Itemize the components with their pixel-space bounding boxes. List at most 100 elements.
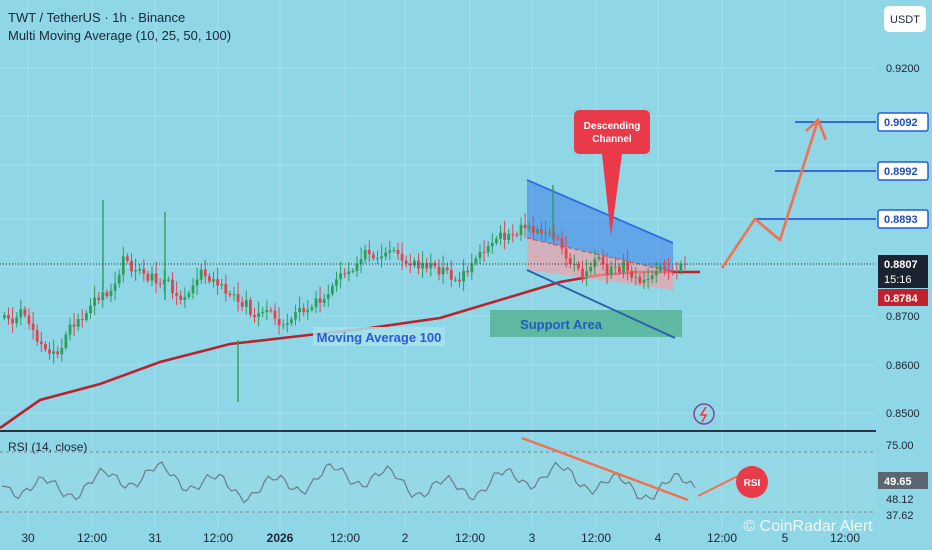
candle-body	[531, 226, 535, 234]
candle-body	[536, 229, 539, 234]
candle-body	[39, 341, 43, 345]
channel-upper-fill	[527, 180, 673, 272]
candle-body	[527, 226, 531, 229]
candle-body	[343, 273, 347, 275]
indicator-title: Multi Moving Average (10, 25, 50, 100)	[8, 28, 231, 43]
rsi-tick-mid: 48.12	[886, 494, 914, 506]
candle-body	[675, 271, 679, 273]
candle-body	[613, 266, 617, 268]
y-tick-label: 0.8600	[886, 360, 920, 372]
candle-body	[89, 305, 92, 314]
candle-body	[3, 315, 6, 318]
candle-body	[326, 294, 330, 300]
candle-body	[589, 267, 593, 272]
candle-body	[117, 274, 121, 284]
candle-body	[52, 351, 55, 354]
candle-body	[290, 319, 293, 324]
candle-body	[285, 323, 289, 325]
candle-body	[683, 263, 687, 265]
candle-body	[97, 297, 101, 300]
candle-body	[72, 324, 76, 327]
rsi-title: RSI (14, close)	[8, 440, 87, 454]
support-area-box	[490, 310, 682, 337]
candle-body	[372, 254, 375, 259]
candle-body	[203, 269, 207, 277]
candle-body	[408, 263, 412, 266]
candle-body	[306, 309, 310, 313]
candle-body	[261, 312, 265, 314]
price-tag-target-3-bg	[877, 112, 929, 132]
candle-body	[314, 298, 318, 308]
candle-body	[605, 264, 609, 275]
candle-body	[609, 266, 613, 275]
target-lines	[755, 121, 876, 220]
x-tick-label: 4	[655, 531, 662, 545]
candle-body	[650, 275, 654, 280]
candle-body	[15, 317, 19, 324]
candle-body	[236, 294, 240, 302]
candle-body	[183, 297, 187, 300]
candle-body	[121, 256, 125, 275]
candle-body	[93, 297, 96, 306]
candle-body	[667, 269, 670, 271]
candle-body	[138, 268, 142, 271]
candle-body	[322, 299, 326, 303]
candle-body	[454, 279, 457, 281]
candle-body	[499, 232, 502, 239]
candle-body	[195, 279, 199, 286]
x-tick-label: 12:00	[77, 531, 107, 545]
candle-body	[515, 234, 519, 236]
candle-body	[359, 259, 363, 264]
candle-body	[478, 251, 482, 259]
x-tick-label: 12:00	[707, 531, 737, 545]
alert-icon	[693, 403, 715, 425]
candle-body	[281, 324, 285, 326]
price-tag-target-2: 0.8992	[884, 166, 918, 178]
candle-body	[318, 298, 322, 303]
candle-body	[216, 279, 219, 286]
candle-body	[445, 267, 449, 270]
candle-body	[228, 293, 232, 296]
candle-body	[298, 308, 301, 313]
x-tick-label: 31	[148, 531, 162, 545]
candle-body	[175, 293, 178, 296]
candle-body	[351, 270, 355, 272]
candle-body	[105, 292, 109, 297]
candle-body	[392, 250, 396, 252]
x-tick-label: 5	[782, 531, 789, 545]
candle-body	[208, 276, 211, 282]
candle-body	[158, 283, 162, 285]
price-tag-ma-bg	[878, 289, 928, 306]
rsi-bubble	[736, 466, 768, 498]
candle-body	[109, 290, 113, 297]
candle-body	[671, 270, 675, 272]
rsi-pointer	[697, 475, 739, 497]
candle-body	[19, 309, 23, 318]
candle-body	[269, 310, 273, 312]
candle-body	[618, 266, 621, 273]
x-tick-label: 2	[402, 531, 409, 545]
candle-body	[679, 263, 683, 272]
descending-channel-label-1: Descending	[584, 121, 641, 132]
price-tag-last-bg	[878, 255, 928, 288]
candle-body	[421, 263, 424, 269]
candle-body	[577, 264, 580, 269]
candle-body	[220, 283, 224, 286]
x-tick-label: 2026	[267, 531, 294, 545]
descending-channel-callout	[574, 110, 650, 236]
rsi-line	[1, 461, 696, 504]
candle-body	[68, 324, 72, 335]
candle-body	[31, 323, 35, 331]
candle-body	[85, 313, 88, 320]
candle-body	[150, 273, 154, 281]
candle-body	[162, 279, 166, 284]
candle-body	[44, 344, 47, 350]
candle-body	[646, 279, 650, 281]
candles	[0, 185, 876, 402]
x-tick-label: 30	[21, 531, 35, 545]
labels: TWT / TetherUS · 1h · Binance Multi Movin…	[8, 10, 873, 535]
candle-body	[626, 261, 629, 271]
candle-body	[585, 271, 588, 277]
candle-body	[581, 268, 584, 277]
